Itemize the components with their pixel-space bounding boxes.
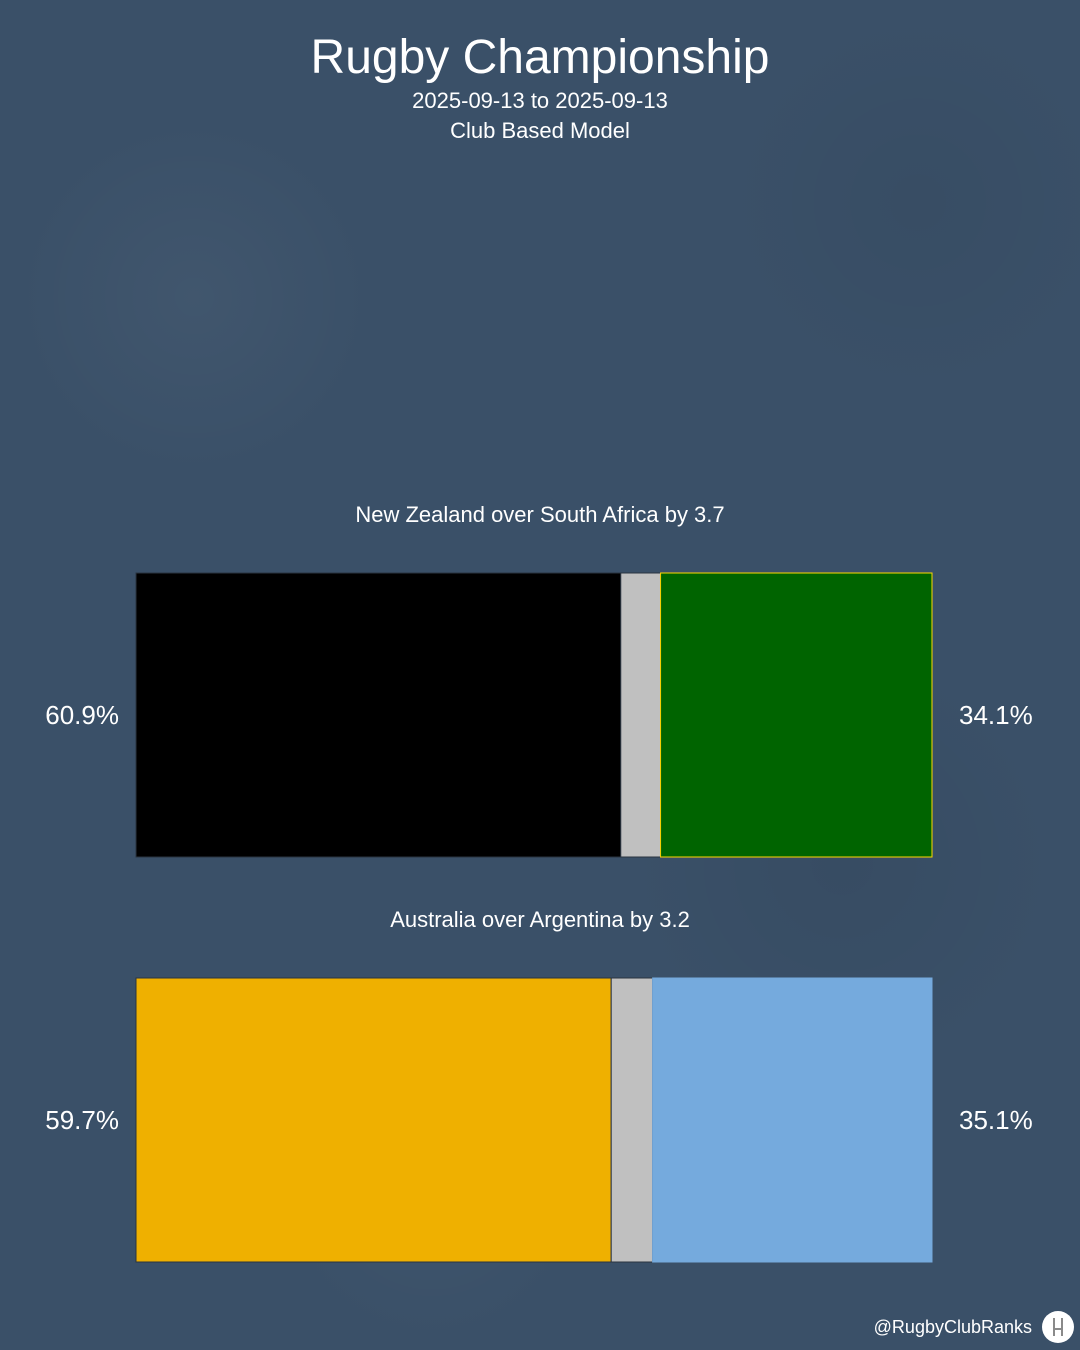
home-win-pct-label: 60.9% xyxy=(45,700,119,730)
chart-model-name: Club Based Model xyxy=(450,118,630,143)
home-win-bar xyxy=(135,572,622,858)
home-win-pct-label: 59.7% xyxy=(45,1105,119,1135)
rugby-posts-icon xyxy=(1042,1311,1074,1343)
match-label: New Zealand over South Africa by 3.7 xyxy=(355,502,724,527)
draw-bar xyxy=(610,977,654,1263)
home-win-bar xyxy=(135,977,612,1263)
footer: @RugbyClubRanks xyxy=(874,1310,1074,1344)
away-win-bar xyxy=(652,977,933,1263)
match-label: Australia over Argentina by 3.2 xyxy=(390,907,690,932)
draw-bar xyxy=(620,572,662,858)
chart-header: Rugby Championship 2025-09-13 to 2025-09… xyxy=(0,30,1080,146)
chart-title: Rugby Championship xyxy=(310,31,770,84)
away-win-bar xyxy=(660,572,933,858)
twitter-handle: @RugbyClubRanks xyxy=(873,1316,1032,1337)
away-win-pct-label: 35.1% xyxy=(959,1105,1033,1135)
away-win-pct-label: 34.1% xyxy=(959,700,1033,730)
chart-date-range: 2025-09-13 to 2025-09-13 xyxy=(412,88,668,113)
